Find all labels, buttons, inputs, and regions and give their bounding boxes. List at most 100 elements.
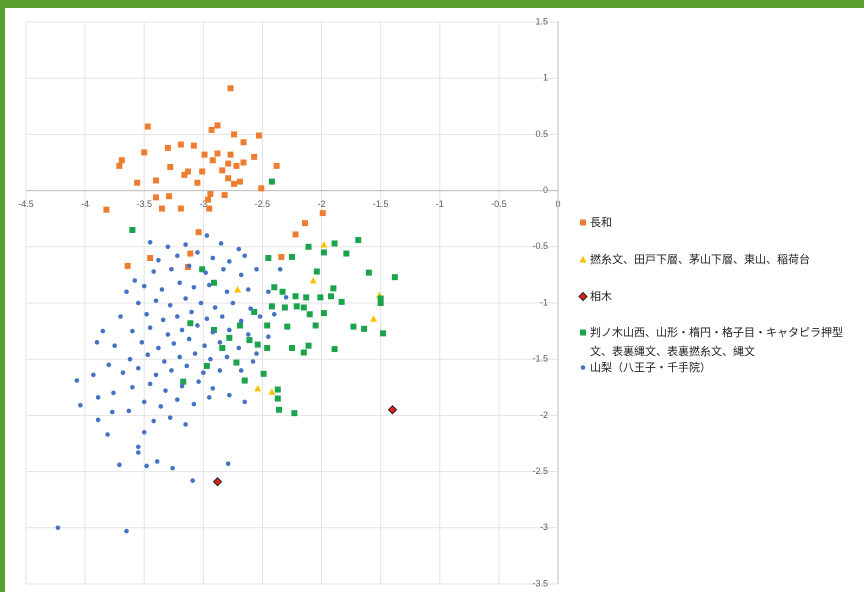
marker xyxy=(169,368,174,373)
marker xyxy=(312,322,319,329)
marker xyxy=(268,303,275,310)
marker xyxy=(580,329,586,336)
marker xyxy=(201,370,206,375)
marker xyxy=(331,346,338,353)
marker xyxy=(141,283,147,289)
marker xyxy=(158,404,164,409)
marker xyxy=(238,318,244,324)
marker xyxy=(225,175,232,182)
marker xyxy=(105,432,110,437)
marker xyxy=(246,337,253,344)
marker xyxy=(224,354,230,360)
marker xyxy=(292,231,299,238)
marker xyxy=(183,242,188,247)
marker xyxy=(175,397,180,402)
x-tick-label: -2 xyxy=(318,199,326,209)
marker xyxy=(264,344,271,351)
marker xyxy=(110,409,115,415)
y-tick-label: -1.5 xyxy=(532,354,548,364)
marker xyxy=(227,85,234,92)
marker xyxy=(266,289,271,295)
marker xyxy=(236,246,242,252)
marker xyxy=(274,386,281,393)
marker xyxy=(273,162,280,169)
marker xyxy=(91,372,96,378)
y-tick-label: 1 xyxy=(543,73,548,83)
y-tick-label: 1.5 xyxy=(535,16,548,26)
marker xyxy=(226,334,233,341)
marker xyxy=(227,392,232,398)
marker xyxy=(175,314,180,319)
marker xyxy=(238,272,244,278)
marker xyxy=(317,294,324,301)
marker xyxy=(240,139,247,146)
marker xyxy=(167,415,173,420)
marker xyxy=(177,141,184,148)
marker xyxy=(195,323,200,328)
marker xyxy=(387,405,398,415)
marker xyxy=(117,462,122,468)
marker xyxy=(95,395,101,400)
marker xyxy=(306,311,313,318)
marker xyxy=(179,327,185,333)
marker xyxy=(206,395,212,400)
marker xyxy=(313,268,320,275)
marker xyxy=(153,194,160,201)
marker xyxy=(284,323,291,330)
marker xyxy=(231,131,238,138)
window-border xyxy=(0,0,5,592)
marker xyxy=(230,300,236,306)
x-tick-label: -4 xyxy=(81,199,89,209)
marker xyxy=(218,241,224,246)
marker xyxy=(165,244,171,250)
marker xyxy=(118,314,123,319)
legend-label: 山梨（八王子・千手院） xyxy=(590,361,711,374)
marker xyxy=(187,250,194,257)
marker xyxy=(250,359,256,364)
marker xyxy=(338,298,345,305)
marker xyxy=(343,250,350,257)
marker xyxy=(251,308,258,315)
marker xyxy=(151,269,156,274)
marker xyxy=(163,388,168,393)
x-tick-label: -3 xyxy=(199,199,207,209)
marker xyxy=(274,395,281,402)
marker xyxy=(169,266,174,272)
marker xyxy=(217,368,223,373)
y-tick-label: -3.5 xyxy=(532,578,548,588)
marker xyxy=(227,151,234,158)
marker xyxy=(212,305,218,310)
marker xyxy=(181,171,188,178)
marker xyxy=(187,320,194,327)
marker xyxy=(365,269,372,276)
marker xyxy=(391,274,398,281)
marker xyxy=(283,295,289,300)
marker xyxy=(147,381,153,387)
marker xyxy=(206,282,212,288)
marker xyxy=(210,386,216,391)
marker xyxy=(225,461,231,467)
marker xyxy=(141,149,148,156)
marker xyxy=(212,477,223,487)
y-tick-label: 0.5 xyxy=(535,129,548,139)
marker xyxy=(265,255,272,262)
marker xyxy=(198,300,204,306)
marker xyxy=(74,378,80,383)
marker xyxy=(156,257,161,263)
marker xyxy=(289,253,295,260)
marker xyxy=(206,205,213,212)
marker xyxy=(177,280,182,286)
marker xyxy=(184,363,190,369)
marker xyxy=(210,255,216,261)
marker xyxy=(331,240,338,247)
marker xyxy=(224,289,230,295)
marker xyxy=(319,210,326,217)
marker xyxy=(209,157,216,164)
marker xyxy=(248,306,253,311)
marker xyxy=(254,351,259,356)
marker xyxy=(580,365,586,370)
marker xyxy=(145,352,151,358)
marker xyxy=(190,142,197,149)
marker xyxy=(179,383,185,389)
